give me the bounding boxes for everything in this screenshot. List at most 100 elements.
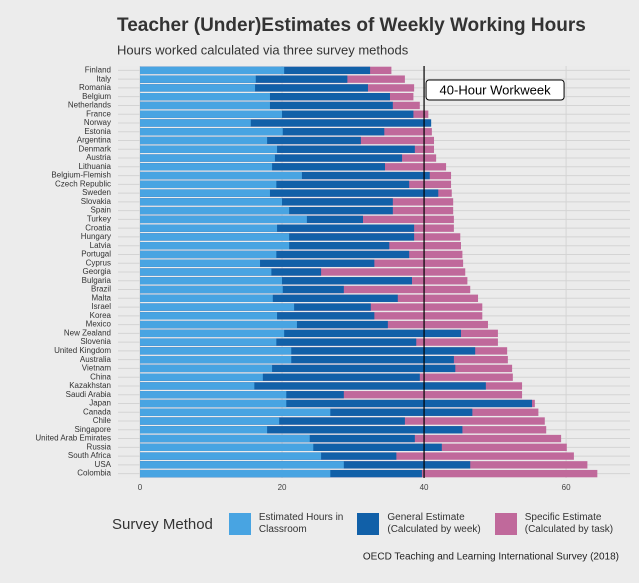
bar: [140, 461, 344, 469]
y-tick-label: Spain: [91, 206, 111, 215]
y-tick-label: New Zealand: [64, 328, 111, 337]
bar: [140, 391, 287, 399]
y-tick-label: Finland: [85, 65, 111, 74]
bar: [140, 206, 290, 215]
y-tick-label: Denmark: [79, 144, 112, 153]
legend-title: Survey Method: [112, 515, 213, 533]
bar: [140, 75, 256, 83]
bar: [140, 215, 307, 224]
y-tick-label: France: [86, 109, 111, 118]
y-tick-label: Vietnam: [82, 364, 112, 373]
y-tick-label: Saudi Arabia: [66, 390, 112, 399]
y-tick-label: Colombia: [77, 469, 111, 478]
bar: [140, 250, 277, 259]
bar: [140, 434, 310, 443]
y-tick-label: Malta: [91, 293, 111, 302]
y-tick-label: Cyprus: [86, 258, 111, 267]
y-tick-label: Czech Republic: [55, 179, 111, 188]
bar: [140, 189, 270, 197]
bar: [140, 110, 283, 118]
bar: [140, 338, 277, 346]
legend-item: General Estimate (Calculated by week): [357, 512, 481, 536]
y-tick-label: Belgium-Flemish: [51, 171, 111, 180]
bar: [140, 145, 278, 153]
bar: [140, 268, 272, 276]
legend-swatch: [494, 513, 517, 535]
y-tick-label: South Africa: [68, 451, 112, 460]
bar: [140, 373, 263, 381]
y-tick-label: Turkey: [87, 215, 111, 224]
bar: [140, 285, 283, 294]
y-tick-label: Croatia: [85, 223, 111, 232]
bar: [140, 312, 278, 320]
bar: [140, 277, 283, 285]
x-tick-label: 40: [420, 483, 429, 492]
y-tick-label: Norway: [84, 118, 111, 127]
bar: [140, 355, 454, 364]
y-tick-label: Netherlands: [68, 101, 111, 110]
bar: [140, 364, 273, 373]
y-tick-label: Austria: [86, 153, 111, 162]
bar: [140, 399, 533, 408]
bar: [140, 426, 463, 434]
legend-swatch: [228, 513, 251, 535]
chart-subtitle: Hours worked calculated via three survey…: [117, 42, 409, 57]
bar: [140, 84, 256, 92]
bar: [140, 364, 456, 373]
y-tick-label: Georgia: [83, 267, 112, 276]
y-tick-label: Lithuania: [79, 162, 112, 171]
y-tick-label: Korea: [90, 311, 112, 320]
y-tick-label: Kazakhstan: [69, 381, 111, 390]
y-tick-label: Portugal: [81, 250, 111, 259]
y-tick-label: Belgium: [82, 92, 111, 101]
bar: [140, 338, 417, 346]
bar: [140, 347, 476, 355]
bar: [140, 119, 251, 127]
bar: [140, 224, 415, 232]
y-tick-label: Romania: [79, 83, 112, 92]
bar: [140, 171, 302, 180]
bar: [140, 382, 255, 390]
bar: [140, 128, 283, 136]
y-tick-label: Israel: [91, 302, 111, 311]
bar: [140, 163, 273, 171]
bar: [140, 417, 280, 425]
bar: [140, 329, 285, 338]
y-tick-label: Bulgaria: [82, 276, 112, 285]
y-tick-label: Chile: [93, 416, 112, 425]
legend-swatch: [357, 513, 380, 535]
bar: [140, 443, 314, 452]
bar: [140, 469, 331, 478]
x-tick-label: 60: [562, 483, 571, 492]
legend-item: Specific Estimate (Calculated by task): [494, 512, 613, 536]
x-tick-label: 0: [138, 483, 143, 492]
bar: [140, 198, 283, 206]
bar: [140, 259, 261, 267]
y-tick-label: Latvia: [90, 241, 112, 250]
y-tick-label: United Kingdom: [54, 346, 111, 355]
annotation-box: [425, 79, 565, 101]
y-tick-label: Slovakia: [81, 197, 112, 206]
y-tick-label: USA: [95, 460, 112, 469]
y-tick-label: Italy: [96, 74, 111, 83]
bar: [140, 180, 277, 189]
bar: [140, 154, 275, 162]
y-tick-label: Mexico: [86, 320, 112, 329]
bar: [140, 373, 420, 381]
legend: Survey Method Estimated Hours in Classro…: [112, 512, 627, 536]
annotation: 40-Hour Workweek: [440, 82, 552, 97]
y-tick-label: Hungary: [81, 232, 111, 241]
bar: [140, 119, 432, 127]
bar: [140, 320, 297, 329]
y-tick-label: United Arab Emirates: [35, 434, 111, 443]
y-tick-label: Sweden: [82, 188, 111, 197]
bar: [140, 408, 331, 416]
y-tick-label: Japan: [89, 399, 111, 408]
legend-item: Estimated Hours in Classroom: [228, 512, 343, 536]
bar: [140, 101, 270, 110]
legend-label: General Estimate (Calculated by week): [387, 512, 481, 535]
bar: [140, 347, 292, 355]
bar: [140, 426, 268, 434]
